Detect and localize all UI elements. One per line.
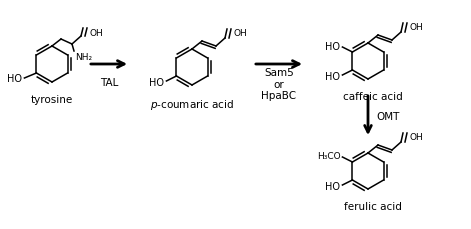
- Text: caffeic acid: caffeic acid: [343, 92, 403, 101]
- Text: $p$-coumaric acid: $p$-coumaric acid: [150, 98, 234, 112]
- Text: OH: OH: [233, 29, 247, 38]
- Text: OH: OH: [409, 133, 423, 142]
- Text: HO: HO: [325, 42, 341, 52]
- Text: NH₂: NH₂: [75, 53, 92, 62]
- Text: HO: HO: [325, 181, 341, 191]
- Text: HO: HO: [8, 74, 23, 84]
- Text: ferulic acid: ferulic acid: [344, 201, 402, 211]
- Text: HO: HO: [149, 78, 164, 88]
- Text: HO: HO: [325, 72, 341, 82]
- Text: OH: OH: [89, 28, 103, 37]
- Text: H₃CO: H₃CO: [317, 152, 341, 161]
- Text: TAL: TAL: [100, 78, 118, 88]
- Text: OH: OH: [409, 23, 423, 32]
- Text: OMT: OMT: [376, 112, 399, 121]
- Text: tyrosine: tyrosine: [31, 95, 73, 105]
- Text: Sam5
or
HpaBC: Sam5 or HpaBC: [261, 68, 297, 101]
